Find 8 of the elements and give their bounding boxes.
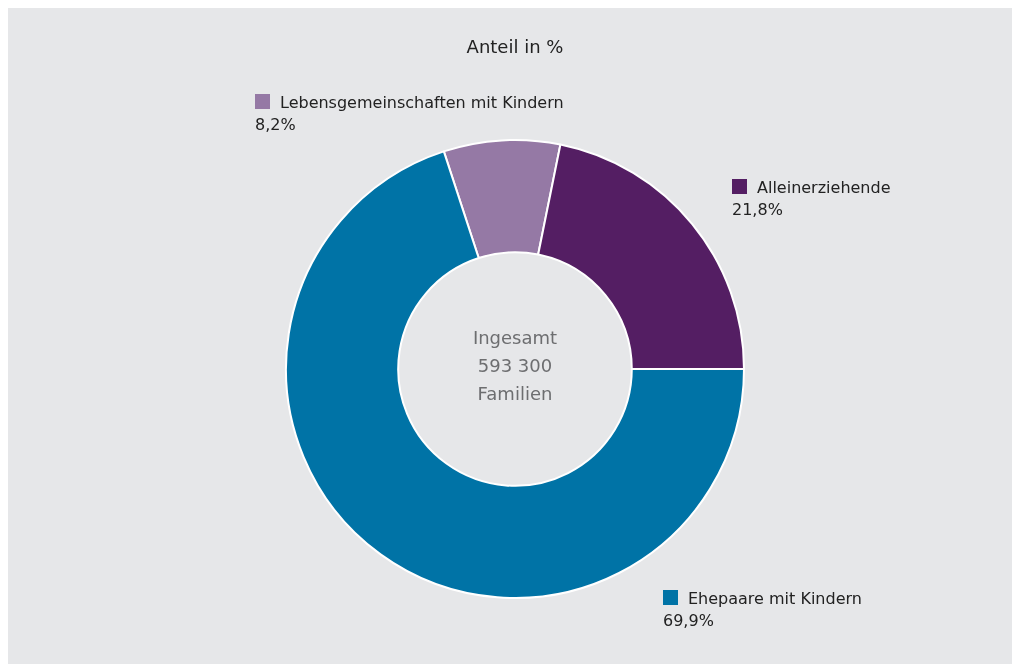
legend-label: Alleinerziehende: [757, 178, 891, 197]
chart-title: Anteil in %: [465, 36, 565, 57]
legend-label: Ehepaare mit Kindern: [688, 589, 862, 608]
data-label: 21,8%: [732, 199, 784, 221]
data-label: 69,9%: [663, 610, 715, 632]
text: Ingesamt 593 300 Familien: [471, 326, 559, 406]
legend-label: Lebensgemeinschaften mit Kindern: [280, 93, 564, 112]
data-label: 8,2%: [255, 114, 297, 136]
